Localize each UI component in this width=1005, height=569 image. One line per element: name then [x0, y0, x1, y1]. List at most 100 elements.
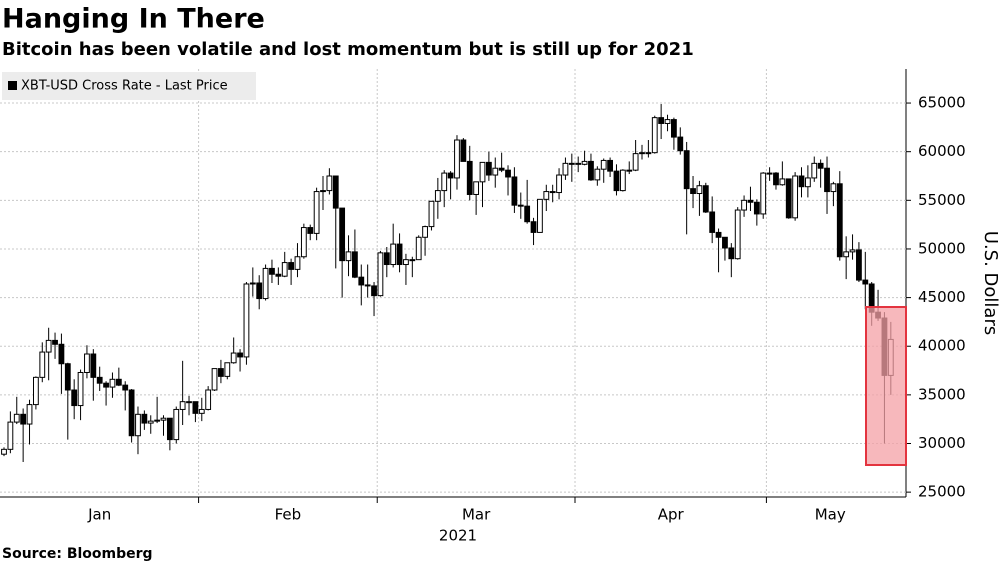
candle-body: [275, 273, 282, 277]
candle-body: [64, 363, 71, 391]
candle-body: [824, 167, 830, 193]
candle-body: [441, 172, 448, 192]
candle-body: [696, 185, 703, 195]
candle-body: [434, 190, 441, 202]
y-tick-label: 45000: [918, 288, 966, 306]
candle-body: [619, 169, 626, 192]
candle-body: [166, 417, 173, 441]
candle-body: [728, 247, 735, 260]
candle-body: [224, 362, 231, 377]
candle-body: [556, 174, 562, 194]
candle-body: [498, 167, 505, 171]
candle-body: [109, 378, 116, 388]
candle-body: [415, 236, 422, 261]
candle-body: [741, 199, 747, 211]
y-tick-label: 35000: [918, 385, 966, 403]
candle-body: [371, 285, 377, 297]
candle-body: [753, 201, 760, 215]
candle-body: [773, 172, 779, 186]
x-tick-label: Jan: [87, 506, 111, 524]
candle-body: [849, 249, 856, 253]
y-tick-label: 60000: [918, 142, 966, 160]
candle-body: [135, 413, 141, 437]
candle-body: [160, 417, 167, 421]
candle-body: [243, 283, 250, 358]
candle-body: [428, 200, 435, 228]
candle-body: [154, 419, 161, 422]
candle-body: [683, 150, 690, 190]
candle-body: [383, 252, 390, 266]
candle-body: [651, 117, 658, 154]
candle-body: [511, 176, 518, 206]
candle-body: [530, 221, 537, 233]
candle-body: [390, 243, 397, 266]
source: Source: Bloomberg: [2, 546, 153, 562]
candle-body: [230, 352, 237, 364]
candle-body: [339, 207, 346, 262]
candle-body: [862, 279, 869, 285]
candle-body: [147, 420, 154, 424]
candle-body: [332, 175, 339, 209]
candle-body: [33, 376, 39, 406]
candle-body: [600, 159, 607, 170]
candle-body: [364, 284, 371, 287]
candle-body: [186, 401, 192, 404]
candle-body: [722, 236, 728, 249]
candle-body: [811, 162, 818, 179]
candle-body: [39, 351, 46, 378]
candle-body: [192, 401, 199, 414]
candle-body: [300, 227, 307, 258]
candle-body: [447, 172, 454, 179]
candle-body: [709, 211, 716, 233]
candle-body: [358, 276, 365, 286]
candle-body: [626, 169, 633, 172]
chart-subtitle: Bitcoin has been volatile and lost momen…: [2, 39, 694, 60]
candle-body: [460, 139, 467, 162]
candle-body: [128, 389, 135, 437]
candle-body: [543, 191, 550, 200]
candle-body: [485, 161, 492, 176]
candle-body: [71, 389, 78, 407]
candle-body: [377, 252, 384, 297]
y-tick-label: 40000: [918, 337, 966, 355]
candle-body: [90, 353, 97, 378]
candle-body: [466, 160, 473, 195]
candle-body: [345, 251, 352, 262]
candle-body: [524, 205, 531, 223]
x-tick-label: Feb: [275, 506, 302, 524]
candle-body: [537, 198, 543, 233]
candle-body: [817, 162, 824, 169]
candle-body: [422, 226, 428, 238]
candle-body: [13, 413, 20, 423]
candle-body: [779, 178, 786, 186]
candle-body: [473, 181, 480, 195]
legend-swatch: [8, 81, 17, 90]
candle-body: [198, 408, 205, 414]
candle-body: [830, 183, 837, 193]
candle-body: [677, 136, 684, 152]
candle-body: [77, 371, 84, 407]
candle-body: [26, 404, 33, 425]
y-tick-label: 65000: [918, 94, 966, 112]
candle-body: [313, 191, 320, 234]
y-tick-label: 55000: [918, 191, 966, 209]
candle-body: [594, 168, 601, 181]
x-tick-label: Mar: [462, 506, 491, 524]
candle-body: [45, 339, 52, 353]
candle-body: [588, 160, 594, 181]
candle-body: [403, 259, 409, 266]
candle-body: [575, 162, 582, 165]
x-tick-label: Apr: [658, 506, 685, 524]
candle-body: [690, 188, 696, 195]
candle-body: [218, 368, 224, 377]
candle-body: [237, 352, 243, 358]
candle-body: [760, 172, 767, 215]
candle-body: [281, 262, 288, 277]
candle-body: [1, 448, 7, 455]
candle-body: [734, 209, 741, 260]
candle-body: [581, 160, 588, 165]
candle-body: [288, 262, 295, 270]
candle-body: [562, 162, 569, 176]
candle-body: [84, 353, 90, 373]
candle-body: [492, 167, 499, 176]
